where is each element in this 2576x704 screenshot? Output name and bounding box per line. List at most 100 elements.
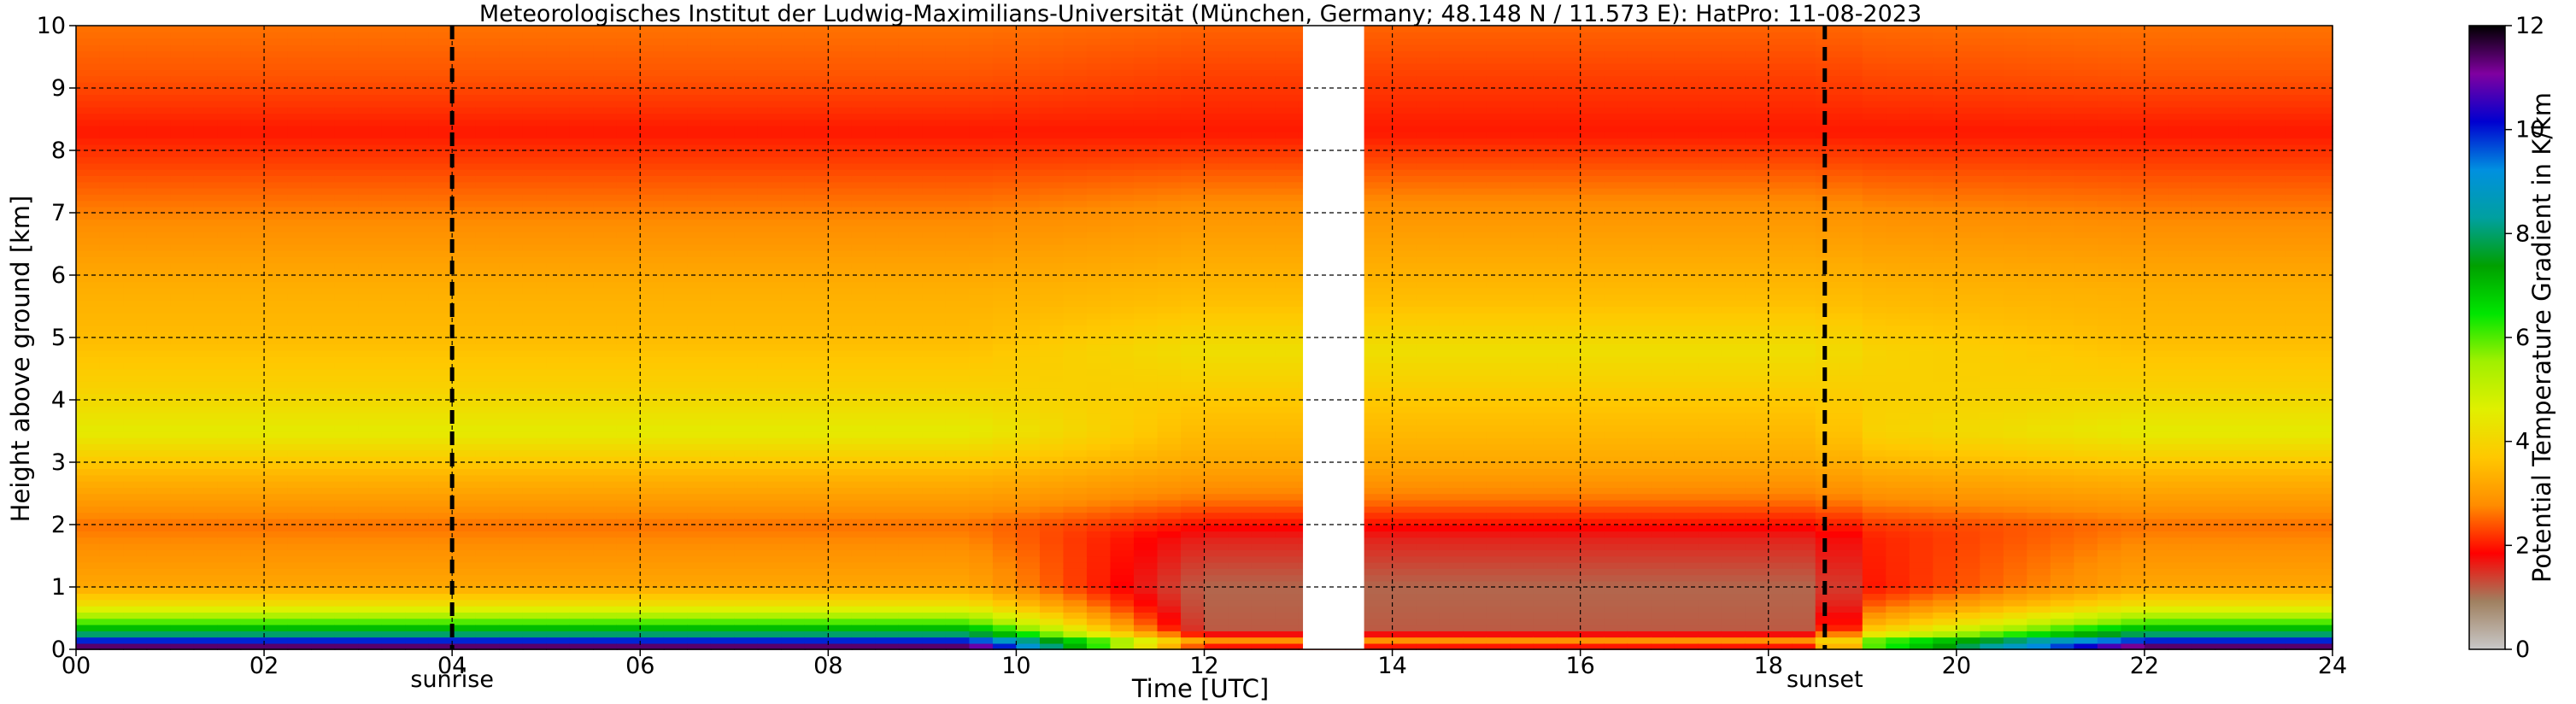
- heatmap-cell: [522, 106, 548, 114]
- heatmap-cell: [99, 543, 124, 550]
- heatmap-cell: [781, 349, 806, 357]
- heatmap-cell: [1180, 113, 1206, 120]
- heatmap-cell: [1086, 580, 1112, 588]
- heatmap-cell: [616, 512, 642, 519]
- heatmap-cell: [1063, 243, 1088, 251]
- heatmap-cell: [264, 406, 289, 414]
- heatmap-cell: [170, 319, 195, 326]
- heatmap-cell: [640, 287, 665, 295]
- heatmap-cell: [522, 300, 548, 308]
- heatmap-cell: [1016, 381, 1041, 389]
- heatmap-cell: [593, 194, 618, 202]
- heatmap-cell: [311, 362, 336, 370]
- heatmap-cell: [569, 325, 595, 332]
- heatmap-cell: [522, 412, 548, 419]
- heatmap-cell: [616, 231, 642, 238]
- heatmap-cell: [405, 618, 430, 625]
- heatmap-cell: [193, 462, 218, 470]
- heatmap-cell: [240, 593, 265, 601]
- heatmap-cell: [663, 425, 689, 432]
- heatmap-cell: [1228, 194, 1253, 202]
- heatmap-cell: [311, 499, 336, 507]
- heatmap-cell: [311, 293, 336, 301]
- heatmap-cell: [663, 574, 689, 582]
- heatmap-cell: [1110, 256, 1135, 264]
- heatmap-cell: [1086, 306, 1112, 314]
- heatmap-cell: [710, 156, 736, 164]
- heatmap-cell: [804, 56, 830, 64]
- heatmap-cell: [898, 69, 924, 77]
- heatmap-cell: [992, 425, 1018, 432]
- heatmap-cell: [1157, 125, 1182, 132]
- heatmap-cell: [76, 543, 101, 550]
- heatmap-cell: [663, 512, 689, 519]
- heatmap-cell: [1086, 287, 1112, 295]
- heatmap-cell: [452, 69, 477, 77]
- heatmap-cell: [1204, 587, 1229, 595]
- heatmap-cell: [546, 206, 571, 214]
- heatmap-cell: [193, 300, 218, 308]
- heatmap-cell: [546, 525, 571, 532]
- heatmap-cell: [734, 642, 759, 650]
- heatmap-cell: [969, 275, 994, 283]
- heatmap-cell: [546, 300, 571, 308]
- heatmap-cell: [828, 531, 853, 538]
- heatmap-cell: [1063, 425, 1088, 432]
- heatmap-cell: [1204, 150, 1229, 158]
- heatmap-cell: [334, 499, 359, 507]
- heatmap-cell: [569, 249, 595, 257]
- heatmap-cell: [569, 150, 595, 158]
- heatmap-cell: [217, 506, 242, 513]
- heatmap-cell: [193, 44, 218, 51]
- heatmap-cell: [381, 113, 406, 120]
- heatmap-cell: [287, 418, 312, 425]
- heatmap-cell: [851, 605, 877, 613]
- heatmap-cell: [710, 387, 736, 395]
- heatmap-cell: [1228, 437, 1253, 444]
- heatmap-cell: [475, 38, 500, 45]
- heatmap-cell: [828, 612, 853, 619]
- heatmap-cell: [1063, 381, 1088, 389]
- heatmap-cell: [663, 175, 689, 183]
- heatmap-cell: [710, 487, 736, 495]
- heatmap-cell: [593, 213, 618, 220]
- heatmap-cell: [969, 449, 994, 457]
- heatmap-cell: [217, 499, 242, 507]
- heatmap-cell: [851, 525, 877, 532]
- heatmap-cell: [405, 293, 430, 301]
- heatmap-cell: [828, 418, 853, 425]
- heatmap-cell: [170, 331, 195, 338]
- heatmap-cell: [193, 238, 218, 245]
- heatmap-cell: [405, 94, 430, 102]
- heatmap-cell: [1204, 537, 1229, 544]
- heatmap-cell: [616, 26, 642, 33]
- heatmap-cell: [1039, 213, 1065, 220]
- heatmap-cell: [522, 200, 548, 208]
- heatmap-cell: [428, 75, 453, 83]
- heatmap-cell: [851, 624, 877, 631]
- heatmap-cell: [593, 88, 618, 96]
- heatmap-cell: [287, 287, 312, 295]
- heatmap-cell: [428, 437, 453, 444]
- heatmap-cell: [123, 81, 148, 89]
- heatmap-cell: [452, 543, 477, 550]
- heatmap-cell: [499, 387, 524, 395]
- heatmap-cell: [1086, 355, 1112, 363]
- heatmap-cell: [1086, 206, 1112, 214]
- heatmap-cell: [593, 443, 618, 451]
- heatmap-cell: [875, 150, 900, 158]
- heatmap-cell: [593, 287, 618, 295]
- heatmap-cell: [334, 631, 359, 638]
- heatmap-cell: [123, 44, 148, 51]
- heatmap-cell: [734, 561, 759, 569]
- heatmap-cell: [287, 162, 312, 170]
- heatmap-cell: [969, 69, 994, 77]
- heatmap-cell: [945, 249, 971, 257]
- heatmap-cell: [146, 69, 171, 77]
- heatmap-cell: [1228, 374, 1253, 382]
- heatmap-cell: [405, 187, 430, 195]
- heatmap-cell: [358, 106, 383, 114]
- heatmap-cell: [593, 256, 618, 264]
- heatmap-cell: [851, 132, 877, 139]
- heatmap-cell: [146, 437, 171, 444]
